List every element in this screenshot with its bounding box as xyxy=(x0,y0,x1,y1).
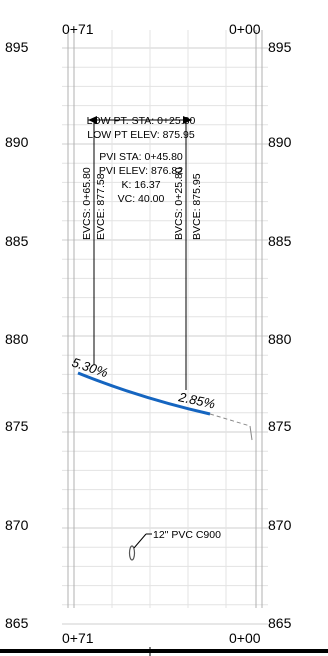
elevation-right-895: 895 xyxy=(268,39,292,55)
elevation-right-875: 875 xyxy=(268,418,292,434)
grid xyxy=(62,30,268,625)
low-point-elevation: LOW PT ELEV: 875.95 xyxy=(87,129,195,141)
arrow-left-icon xyxy=(88,116,97,124)
pipe-icon xyxy=(128,545,136,561)
profile-edge-tick xyxy=(249,425,253,441)
elevation-right-890: 890 xyxy=(268,134,292,150)
elevation-left-880: 880 xyxy=(5,331,29,347)
frame xyxy=(67,30,263,608)
elevation-left-890: 890 xyxy=(5,134,29,150)
elevation-left-875: 875 xyxy=(5,418,29,434)
elevation-right-885: 885 xyxy=(268,233,292,249)
elevation-left-885: 885 xyxy=(5,233,29,249)
station-label-top-right: 0+00 xyxy=(229,21,261,37)
elevation-left-870: 870 xyxy=(5,517,29,533)
station-label-bottom-left: 0+71 xyxy=(62,630,94,646)
elevation-right-870: 870 xyxy=(268,517,292,533)
low-point-station: LOW PT. STA: 0+25.80 xyxy=(87,115,196,127)
station-label-bottom-right: 0+00 xyxy=(229,630,261,646)
bvcs-label: BVCS: 0+25.80 xyxy=(173,167,185,240)
k-value: K: 16.37 xyxy=(121,179,160,191)
pvi-station: PVI STA: 0+45.80 xyxy=(99,151,183,163)
bvce-label: BVCE: 875.95 xyxy=(191,173,203,240)
profile-grade-line xyxy=(77,371,211,416)
profile-extension-dashed xyxy=(209,413,251,427)
elevation-left-895: 895 xyxy=(5,39,29,55)
pipe-note: 12" PVC C900 xyxy=(153,529,221,541)
evce-label: EVCE: 877.58 xyxy=(95,173,107,240)
curve-leaders xyxy=(88,119,192,390)
elevation-left-865: 865 xyxy=(5,615,29,631)
pvi-elevation: PVI ELEV: 876.82 xyxy=(99,165,183,177)
vertical-curve-length: VC: 40.00 xyxy=(118,193,165,205)
elevation-right-865: 865 xyxy=(268,615,292,631)
station-label-top-left: 0+71 xyxy=(62,21,94,37)
evcs-label: EVCS: 0+65.80 xyxy=(81,167,93,240)
elevation-right-880: 880 xyxy=(268,331,292,347)
arrow-right-icon xyxy=(183,116,192,124)
pipe-leader xyxy=(133,533,147,549)
